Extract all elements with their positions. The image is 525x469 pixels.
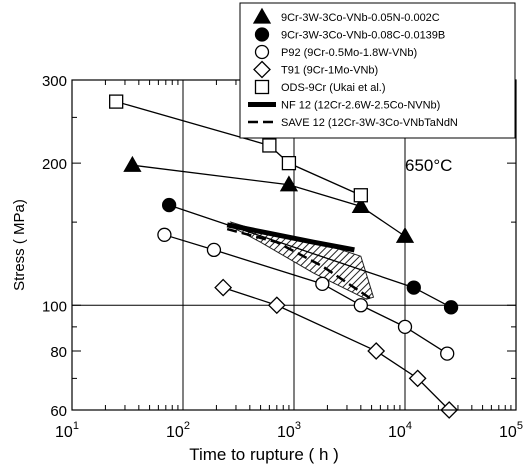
legend-entry: NF 12 (12Cr-2.6W-2.5Co-NVNb) (248, 100, 440, 112)
y-tick-label: 300 (42, 73, 67, 90)
data-point-0 (351, 197, 370, 213)
data-point-2 (353, 298, 368, 313)
legend-label: 9Cr-3W-3Co-VNb-0.05N-0.002C (281, 12, 440, 24)
legend-label: P92 (9Cr-0.5Mo-1.8W-VNb) (281, 47, 417, 59)
legend-label: 9Cr-3W-3Co-VNb-0.08C-0.0139B (281, 30, 445, 42)
legend-marker (254, 79, 270, 95)
legend-entry: P92 (9Cr-0.5Mo-1.8W-VNb) (254, 44, 417, 60)
series-line-3 (222, 286, 450, 411)
y-tick-label: 100 (42, 298, 67, 315)
data-point-1 (406, 280, 421, 295)
x-tick-label: 105 (499, 420, 523, 441)
data-point-1 (161, 197, 177, 213)
series-line-4 (115, 100, 362, 196)
x-tick-label: 101 (55, 420, 79, 441)
series-lines (115, 100, 452, 411)
series-line-0 (132, 164, 406, 237)
y-axis-label: Stress ( MPa) (11, 199, 28, 291)
legend-entry: T91 (9Cr-1Mo-VNb) (253, 60, 378, 79)
legend: 9Cr-3W-3Co-VNb-0.05N-0.002C 9Cr-3W-3Co-VN… (239, 2, 516, 139)
data-point-0 (395, 226, 415, 243)
x-tick-label: 103 (277, 420, 301, 441)
data-point-2 (440, 346, 455, 361)
legend-entry: SAVE 12 (12Cr-3W-3Co-VNbTaNdN (248, 117, 458, 129)
legend-marker (254, 27, 270, 42)
legend-label: T91 (9Cr-1Mo-VNb) (281, 65, 378, 77)
series-markers (109, 94, 459, 419)
x-tick-labels: 101 102 103 104 105 (55, 420, 523, 441)
legend-entry: 9Cr-3W-3Co-VNb-0.05N-0.002C (252, 7, 440, 24)
data-point-3 (367, 342, 386, 360)
legend-marker (252, 7, 272, 24)
data-point-3 (267, 296, 286, 315)
y-tick-label: 80 (50, 344, 67, 361)
series-line-5 (226, 222, 355, 253)
data-point-2 (397, 319, 413, 335)
legend-label: ODS-9Cr (Ukai et al.) (281, 82, 386, 94)
legend-entry: 9Cr-3W-3Co-VNb-0.08C-0.0139B (254, 27, 445, 42)
legend-label: NF 12 (12Cr-2.6W-2.5Co-NVNb) (281, 100, 440, 112)
data-point-3 (214, 278, 233, 297)
legend-label: SAVE 12 (12Cr-3W-3Co-VNbTaNdN (281, 117, 458, 129)
data-point-2 (206, 242, 222, 258)
data-point-4 (109, 94, 124, 109)
data-point-4 (353, 188, 368, 203)
x-tick-label: 102 (166, 420, 190, 441)
y-tick-labels: 60 80 100 200 300 (42, 73, 67, 420)
series-line-2 (164, 234, 448, 355)
data-point-2 (157, 227, 172, 242)
y-tick-label: 200 (42, 156, 67, 173)
data-point-2 (315, 276, 330, 292)
data-point-0 (123, 155, 142, 172)
data-point-3 (408, 369, 427, 388)
series-line-6 (226, 227, 373, 301)
y-tick-label: 60 (50, 403, 67, 420)
legend-marker (254, 44, 270, 60)
legend-marker (253, 60, 271, 79)
data-point-1 (443, 300, 459, 315)
x-tick-label: 104 (388, 420, 412, 441)
legend-box (239, 2, 516, 139)
x-axis-label: Time to rupture ( h ) (189, 445, 339, 464)
data-point-4 (262, 138, 277, 153)
legend-entry: ODS-9Cr (Ukai et al.) (254, 79, 386, 95)
data-point-0 (279, 175, 299, 192)
data-point-4 (281, 155, 297, 171)
temperature-annotation: 650°C (405, 156, 452, 175)
